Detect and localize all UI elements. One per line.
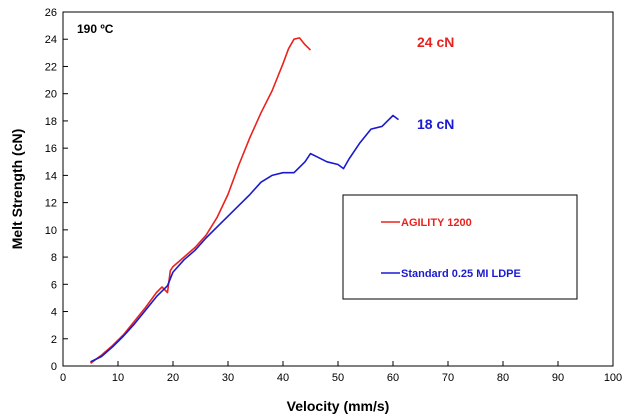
x-tick-label: 40 <box>277 372 289 384</box>
legend: AGILITY 1200 Standard 0.25 MI LDPE <box>342 194 578 300</box>
x-axis-title: Velocity (mm/s) <box>287 398 390 414</box>
x-tick-label: 70 <box>442 372 454 384</box>
y-tick-label: 18 <box>45 116 57 128</box>
y-tick-label: 2 <box>51 334 57 346</box>
y-tick-label: 12 <box>45 198 57 210</box>
x-tick-label: 60 <box>387 372 399 384</box>
y-tick-label: 22 <box>45 61 57 73</box>
series-line-agility-1200 <box>90 37 312 364</box>
x-axis-ticks: 0 10 20 30 40 50 60 70 80 90 100 <box>60 361 622 384</box>
plot-area <box>62 11 614 367</box>
legend-box <box>342 194 578 300</box>
y-tick-label: 24 <box>45 34 57 46</box>
y-tick-label: 14 <box>45 170 57 182</box>
y-tick-label: 20 <box>45 89 57 101</box>
legend-label-ldpe: Standard 0.25 MI LDPE <box>401 268 521 280</box>
y-tick-label: 26 <box>45 7 57 19</box>
x-tick-label: 90 <box>552 372 564 384</box>
y-tick-label: 0 <box>51 361 57 373</box>
x-tick-label: 50 <box>332 372 344 384</box>
series-lines <box>90 37 399 364</box>
agility-peak-annotation: 24 cN <box>417 34 454 50</box>
y-tick-label: 10 <box>45 225 57 237</box>
ldpe-peak-annotation: 18 cN <box>417 116 454 132</box>
y-tick-label: 16 <box>45 143 57 155</box>
x-tick-label: 20 <box>167 372 179 384</box>
temperature-annotation: 190 ºC <box>77 22 114 36</box>
x-tick-label: 0 <box>60 372 66 384</box>
x-tick-label: 80 <box>497 372 509 384</box>
x-tick-label: 100 <box>604 372 622 384</box>
y-axis-title: Melt Strength (cN) <box>9 129 25 250</box>
y-tick-label: 4 <box>51 307 57 319</box>
x-tick-label: 10 <box>112 372 124 384</box>
x-tick-label: 30 <box>222 372 234 384</box>
series-line-standard-ldpe <box>90 114 399 363</box>
y-tick-label: 8 <box>51 252 57 264</box>
y-tick-label: 6 <box>51 279 57 291</box>
legend-label-agility: AGILITY 1200 <box>401 217 472 229</box>
